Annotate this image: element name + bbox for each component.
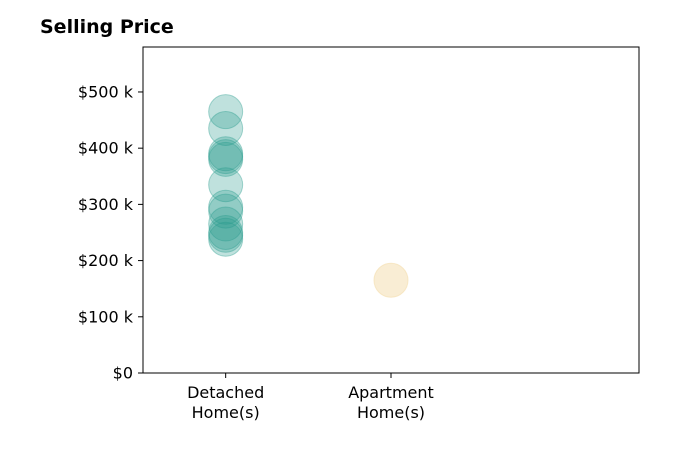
x-tick-label: Apartment Home(s) [348,383,434,422]
data-point [208,94,244,130]
data-point [208,189,244,225]
x-tick-label: Detached Home(s) [187,383,264,422]
chart-title: Selling Price [40,16,174,38]
data-point [208,139,244,175]
data-point [208,221,244,257]
y-tick-label: $500 k [78,82,134,101]
y-tick-label: $400 k [78,139,134,158]
data-point [208,193,244,229]
y-tick-label: $200 k [78,251,134,270]
y-tick-label: $300 k [78,195,134,214]
data-point [208,206,244,242]
points-layer [208,94,409,298]
data-point [208,141,244,177]
data-point [208,136,244,172]
y-tick-label: $100 k [78,307,134,326]
data-point [208,111,244,146]
data-point [373,262,409,298]
data-point [208,217,244,253]
y-tick-label: $0 [113,364,133,383]
data-point [208,167,244,203]
data-point [208,214,244,250]
axes-layer: $0 $100 k $200 k $300 k $400 k $500 k Detached… [78,82,434,422]
